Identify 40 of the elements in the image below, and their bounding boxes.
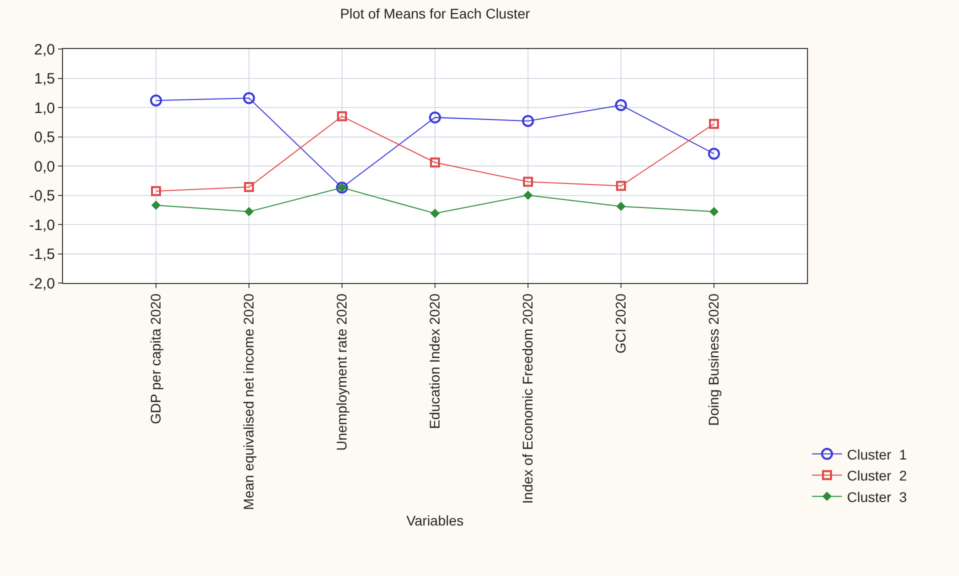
point [522,114,534,127]
point [151,186,161,196]
point [430,157,440,168]
legend-label: Cluster 1 [847,446,908,462]
y-tick-label: 0,5 [34,129,55,146]
y-tick-label: 0,0 [34,158,55,176]
point [524,191,532,200]
chart-title: Plot of Means for Each Cluster [340,5,530,22]
point [708,148,720,160]
y-tick-label: -2,0 [29,275,55,292]
x-tick-label: GDP per capita 2020 [148,293,164,424]
y-tick-label: -0,5 [29,188,55,204]
point [615,99,627,112]
x-tick-label: Index of Economic Freedom 2020 [520,293,536,504]
y-tick-label: 1,5 [34,70,55,88]
point [150,94,162,106]
y-tick-label: -1,0 [29,216,55,234]
y-tick-label: 2,0 [34,41,55,58]
y-tick-label: 1,0 [34,100,55,117]
x-tick-label: Education Index 2020 [426,293,443,430]
point [243,92,255,104]
y-tick-label: -1,5 [29,246,55,263]
x-tick-label: Mean equivalised net income 2020 [240,293,257,510]
point [429,111,441,124]
point [710,207,718,216]
x-tick-label: Unemployment rate 2020 [334,293,350,451]
x-axis-title: Variables [406,512,464,528]
legend-label: Cluster 2 [847,468,908,484]
point [244,182,254,192]
point [337,111,347,122]
point [244,207,254,216]
point [616,180,626,191]
legend-label: Cluster 3 [847,488,908,505]
point [616,202,626,211]
point [152,200,160,210]
point [709,118,719,129]
point [523,176,533,187]
point [430,209,440,218]
x-tick-label: Doing Business 2020 [706,293,722,426]
x-tick-label: GCI 2020 [612,293,629,354]
